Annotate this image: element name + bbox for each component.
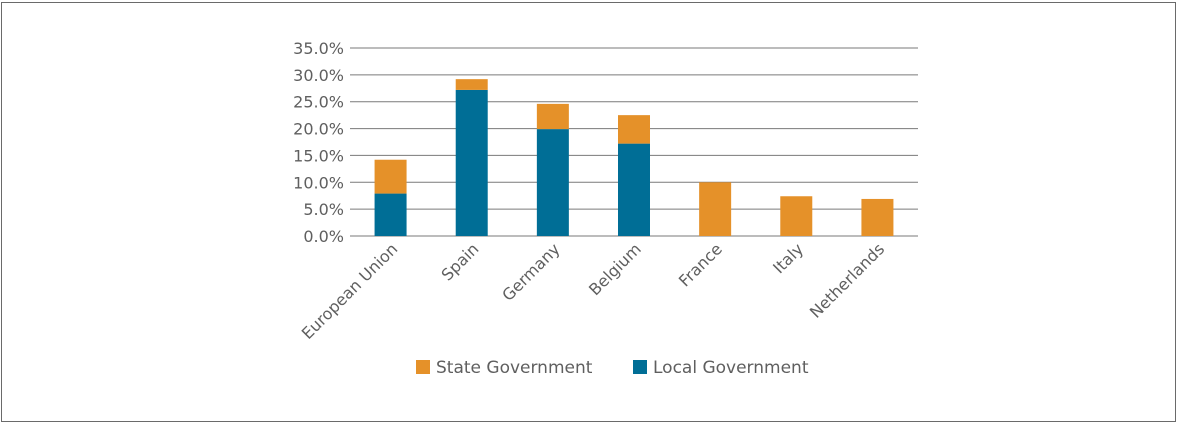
y-tick-label: 30.0% [293, 66, 344, 85]
legend-label: State Government [436, 358, 593, 378]
y-tick-label: 35.0% [293, 39, 344, 58]
bars [374, 79, 894, 236]
y-tick-label: 10.0% [293, 173, 344, 192]
x-tick-label: Netherlands [806, 239, 888, 321]
bar-local-government [455, 89, 488, 236]
stacked-bar-chart: 0.0% 5.0% 10.0% 15.0% 20.0% 25.0% 30.0% 35.0% E… [293, 39, 918, 378]
bar-local-government [618, 143, 650, 236]
bar-state-government [455, 79, 488, 90]
bar-local-government [374, 193, 407, 236]
bar-state-government [618, 115, 650, 144]
bar-state-government [780, 196, 813, 236]
y-axis-tick-labels: 0.0% 5.0% 10.0% 15.0% 20.0% 25.0% 30.0% 35.0% [293, 39, 344, 246]
bar-state-government [861, 198, 894, 236]
x-tick-label: Italy [769, 239, 807, 277]
y-tick-label: 15.0% [293, 146, 344, 165]
legend-swatch [416, 360, 430, 374]
bar-state-government [699, 182, 732, 236]
legend-label: Local Government [653, 358, 809, 378]
x-tick-label: European Union [298, 239, 402, 343]
x-tick-label: Spain [437, 239, 482, 284]
x-tick-label: France [675, 239, 726, 290]
legend-swatch [633, 360, 647, 374]
legend: State Government Local Government [416, 358, 809, 378]
x-axis-category-labels: European Union Spain Germany Belgium France I… [298, 239, 888, 343]
x-tick-label: Belgium [585, 239, 645, 299]
x-tick-label: Germany [498, 239, 563, 304]
bar-local-government [536, 129, 569, 236]
y-tick-label: 0.0% [303, 227, 344, 246]
bar-state-government [374, 159, 407, 194]
y-tick-label: 5.0% [303, 200, 344, 219]
y-tick-label: 25.0% [293, 93, 344, 112]
y-tick-label: 20.0% [293, 120, 344, 139]
bar-state-government [536, 103, 569, 130]
